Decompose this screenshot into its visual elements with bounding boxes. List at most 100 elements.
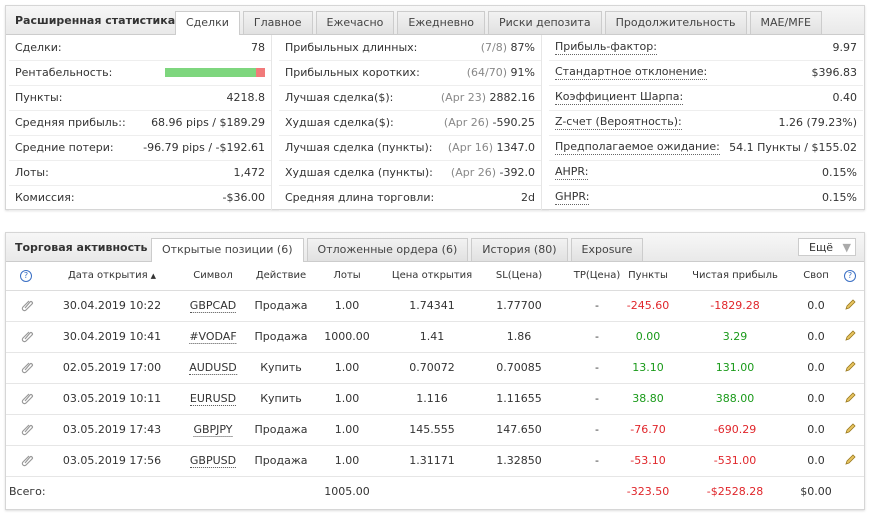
column-header[interactable]: Чистая прибыль [692, 270, 778, 281]
header-text: Действие [255, 270, 307, 281]
edit-icon[interactable] [844, 392, 856, 407]
stat-label: GHPR: [555, 190, 590, 205]
tab[interactable]: Ежедневно [397, 11, 485, 34]
cell-text: -531.00 [713, 454, 757, 467]
column-header[interactable]: Лоты [333, 270, 360, 281]
attach-icon[interactable] [20, 454, 34, 471]
stat-number: -$36.00 [222, 191, 265, 204]
tab[interactable]: История (80) [471, 238, 568, 261]
tab[interactable]: Ежечасно [315, 11, 395, 34]
stat-row: Средняя длина торговли: 2d [279, 185, 542, 211]
table-cell: -690.29 [714, 423, 756, 436]
column-header[interactable]: Символ [193, 270, 232, 281]
cell-text: 1.00 [334, 454, 360, 467]
more-dropdown[interactable]: Ещё ▼ [798, 238, 856, 256]
tab[interactable]: Продолжительность [604, 11, 747, 34]
edit-icon[interactable] [844, 299, 856, 314]
cell-text: 0.70072 [409, 361, 455, 374]
stat-row: Коэффициент Шарпа: 0.40 [549, 85, 863, 111]
attach-icon[interactable] [20, 361, 34, 378]
symbol-link[interactable]: GBPJPY [193, 423, 233, 437]
column-header[interactable]: TP(Цена) [574, 270, 621, 281]
column-header[interactable]: Цена открытия [392, 270, 472, 281]
cell-text: 1.11655 [496, 392, 542, 405]
table-cell: - [595, 361, 599, 374]
table-cell: 1.00 [335, 299, 360, 312]
cell-text: 1.32850 [496, 454, 542, 467]
cell-text: 0.70085 [496, 361, 542, 374]
panel-title: Торговая активность [15, 241, 148, 254]
header-text: Чистая прибыль [692, 270, 778, 281]
cell-text: 1.41 [419, 330, 445, 343]
cell-text: 1.74341 [409, 299, 455, 312]
help-icon[interactable]: ? [844, 270, 856, 282]
cell-text: - [595, 423, 599, 436]
attach-icon[interactable] [20, 392, 34, 409]
column-header[interactable]: Пункты [628, 270, 668, 281]
cell-text: - [595, 330, 599, 343]
attach-icon[interactable] [20, 423, 34, 440]
stat-number: 2d [521, 191, 535, 204]
edit-icon[interactable] [844, 330, 856, 345]
attach-icon[interactable] [20, 330, 34, 347]
table-row: 30.04.2019 10:22 GBPCAD Продажа 1.00 1.74341… [6, 290, 864, 322]
symbol-link[interactable]: GBPCAD [189, 299, 237, 313]
header-rule [6, 290, 864, 291]
stat-number: -96.79 pips / -$192.61 [143, 141, 265, 154]
table-cell: 1.32850 [496, 454, 542, 467]
table-cell: - [595, 454, 599, 467]
column-header[interactable]: Действие [256, 270, 306, 281]
stat-row: Прибыль-фактор: 9.97 [549, 35, 863, 61]
column-header[interactable]: SL(Цена) [496, 270, 542, 281]
edit-icon[interactable] [844, 361, 856, 376]
stat-row: AHPR: 0.15% [549, 160, 863, 186]
tab[interactable]: Сделки [175, 11, 240, 35]
column-header[interactable]: Дата открытия ▲ [68, 270, 156, 281]
stat-label: Прибыль-фактор: [555, 40, 657, 55]
total-label: Всего: [9, 485, 46, 498]
tab[interactable]: Риски депозита [488, 11, 602, 34]
stat-value: (Apr 16) 1347.0 [448, 135, 535, 160]
cell-text: Продажа [254, 454, 308, 467]
tab[interactable]: Открытые позиции (6) [151, 238, 304, 262]
stat-value: 68.96 pips / $189.29 [151, 110, 265, 135]
total-points: -323.50 [626, 485, 670, 498]
total-profit: -$2528.28 [706, 485, 764, 498]
table-cell: GBPCAD [189, 299, 237, 313]
help-icon[interactable]: ? [20, 270, 32, 282]
stat-label: Лоты: [15, 166, 49, 179]
cell-text: Купить [260, 392, 302, 405]
stat-value: 4218.8 [227, 85, 266, 110]
stat-note: (7/8) [480, 41, 508, 54]
attach-icon[interactable] [20, 299, 34, 316]
stat-number: $396.83 [811, 66, 858, 79]
table-cell: GBPJPY [193, 423, 233, 437]
table-row: 02.05.2019 17:00 AUDUSD Купить 1.00 0.70072 0… [6, 352, 864, 384]
stat-row: Лучшая сделка (пункты): (Apr 16) 1347.0 [279, 135, 542, 161]
stat-row: Лоты: 1,472 [9, 160, 272, 186]
total-lots: 1005.00 [324, 485, 370, 498]
table-cell: 388.00 [716, 392, 755, 405]
tab-bar: Сделки Главное Ежечасно Ежедневно Риски депо… [175, 11, 822, 35]
tab[interactable]: Exposure [570, 238, 644, 261]
column-header[interactable]: Своп [803, 270, 829, 281]
table-cell: -76.70 [630, 423, 665, 436]
tab[interactable]: MAE/MFE [749, 11, 822, 34]
tab[interactable]: Отложенные ордера (6) [306, 238, 469, 261]
stat-row: Стандартное отклонение: $396.83 [549, 60, 863, 86]
table-cell: Продажа [255, 423, 308, 436]
symbol-link[interactable]: #VODAF [189, 330, 237, 344]
cell-text: 0.0 [807, 454, 825, 467]
symbol-link[interactable]: AUDUSD [189, 361, 237, 375]
symbol-link[interactable]: GBPUSD [189, 454, 237, 468]
edit-icon[interactable] [844, 423, 856, 438]
symbol-link[interactable]: EURUSD [189, 392, 237, 406]
stat-value: 0.15% [822, 160, 857, 185]
stat-number: 0.15% [822, 166, 857, 179]
edit-icon[interactable] [844, 454, 856, 469]
total-swap: $0.00 [800, 485, 832, 498]
tab[interactable]: Главное [242, 11, 313, 34]
stat-label: Z-счет (Вероятность): [555, 115, 682, 130]
cell-text: Продажа [254, 299, 308, 312]
stat-row: Пункты: 4218.8 [9, 85, 272, 111]
